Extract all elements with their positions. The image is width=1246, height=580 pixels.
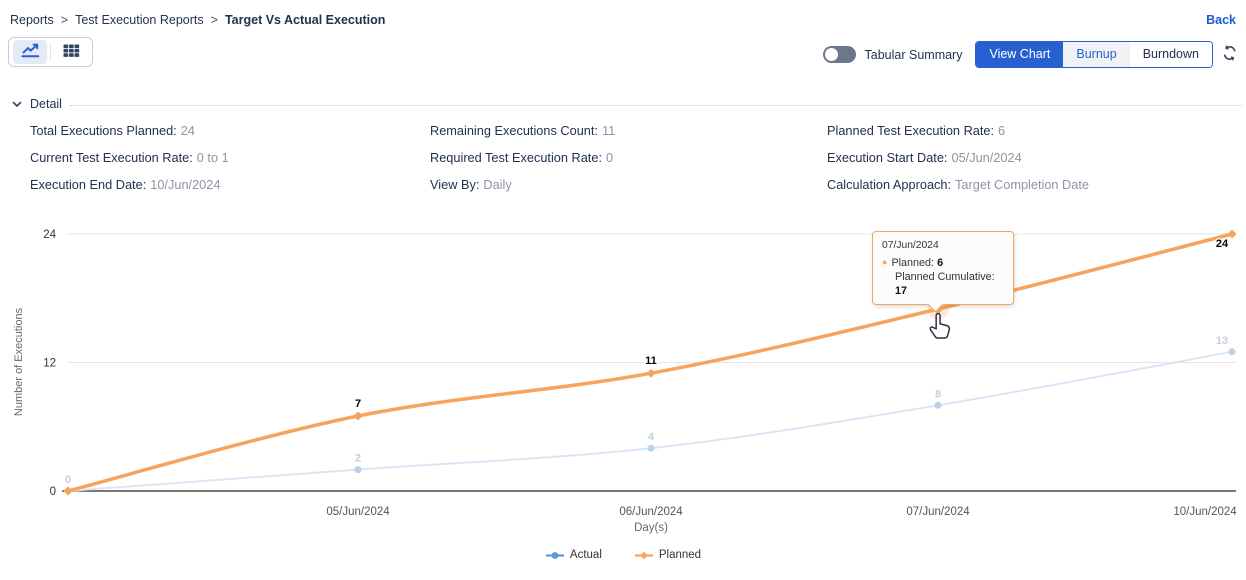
field-label: Remaining Executions Count: bbox=[430, 123, 598, 138]
field-label: Current Test Execution Rate: bbox=[30, 150, 193, 165]
x-tick-label: 05/Jun/2024 bbox=[326, 506, 390, 518]
field-value: 24 bbox=[180, 123, 195, 138]
field-label: Execution End Date: bbox=[30, 177, 147, 192]
y-tick-label: 12 bbox=[43, 358, 56, 370]
tabular-summary-toggle[interactable] bbox=[822, 46, 856, 63]
series-bullet-icon: ● bbox=[882, 257, 888, 267]
detail-field: Total Executions Planned: 24 bbox=[30, 124, 430, 138]
top-bar: Reports > Test Execution Reports > Targe… bbox=[10, 13, 1236, 27]
toggle-knob bbox=[824, 48, 838, 61]
detail-fields-grid: Total Executions Planned: 24 Remaining Exe… bbox=[30, 124, 1236, 192]
toolbar-right: Tabular Summary View Chart Burnup Burndo… bbox=[822, 41, 1238, 68]
hand-pointer-cursor-icon bbox=[928, 311, 954, 345]
field-label: Required Test Execution Rate: bbox=[430, 150, 602, 165]
chart-container: 0 12 24 Number of Executions 05/Jun/2024 06/J… bbox=[0, 215, 1246, 580]
tooltip-date: 07/Jun/2024 bbox=[882, 240, 939, 251]
breadcrumb-separator: > bbox=[210, 13, 218, 27]
data-point-label: 0 bbox=[65, 474, 71, 486]
detail-field: Required Test Execution Rate: 0 bbox=[430, 151, 827, 165]
burndown-button[interactable]: Burndown bbox=[1129, 42, 1212, 67]
field-label: Calculation Approach: bbox=[827, 177, 952, 192]
chart-tooltip: 07/Jun/2024 ● Planned: 6 Planned Cumulati… bbox=[872, 231, 1014, 305]
data-point-label: 2 bbox=[355, 453, 361, 465]
detail-section-header[interactable]: Detail bbox=[12, 97, 1242, 111]
data-point-marker[interactable] bbox=[647, 444, 655, 452]
detail-title: Detail bbox=[30, 97, 62, 111]
field-value: 10/Jun/2024 bbox=[150, 177, 221, 192]
data-point-label: 8 bbox=[935, 388, 941, 400]
refresh-button[interactable] bbox=[1222, 45, 1238, 64]
view-mode-toggle-group bbox=[8, 37, 93, 67]
data-point-label: 4 bbox=[648, 431, 655, 443]
field-value: Daily bbox=[483, 177, 512, 192]
divider bbox=[50, 43, 51, 61]
detail-field: Remaining Executions Count: 11 bbox=[430, 124, 827, 138]
x-tick-label: 07/Jun/2024 bbox=[906, 506, 970, 518]
chart-type-segmented-control: View Chart Burnup Burndown bbox=[975, 41, 1213, 68]
chart-view-button[interactable] bbox=[13, 40, 47, 64]
data-point-marker[interactable] bbox=[353, 411, 363, 421]
data-point-label: 13 bbox=[1216, 335, 1228, 347]
detail-field: Calculation Approach: Target Completion D… bbox=[827, 178, 1236, 192]
y-tick-label: 0 bbox=[50, 486, 56, 498]
data-point-marker[interactable] bbox=[63, 486, 73, 496]
data-point-label: 7 bbox=[355, 398, 361, 410]
field-label: Planned Test Execution Rate: bbox=[827, 123, 995, 138]
breadcrumb: Reports > Test Execution Reports > Targe… bbox=[10, 13, 385, 27]
data-point-label: 24 bbox=[1216, 238, 1229, 250]
x-tick-label: 10/Jun/2024 bbox=[1173, 506, 1237, 518]
legend-item-planned[interactable]: Planned bbox=[634, 549, 701, 561]
y-axis-title: Number of Executions bbox=[13, 307, 25, 416]
dotted-divider bbox=[69, 104, 1242, 106]
breadcrumb-test-execution-reports[interactable]: Test Execution Reports bbox=[75, 13, 204, 27]
view-chart-button[interactable]: View Chart bbox=[976, 42, 1064, 67]
field-label: Execution Start Date: bbox=[827, 150, 948, 165]
breadcrumb-current-page: Target Vs Actual Execution bbox=[224, 13, 386, 27]
data-point-marker[interactable] bbox=[354, 466, 362, 474]
field-label: Total Executions Planned: bbox=[30, 123, 177, 138]
field-value: 11 bbox=[601, 123, 616, 138]
tooltip-cumulative-line: Planned Cumulative: 17 bbox=[895, 271, 995, 297]
detail-field: View By: Daily bbox=[430, 178, 827, 192]
chevron-down-icon bbox=[12, 97, 22, 111]
x-tick-label: 06/Jun/2024 bbox=[619, 506, 683, 518]
back-link[interactable]: Back bbox=[1206, 13, 1236, 27]
legend-item-actual[interactable]: Actual bbox=[545, 549, 602, 561]
y-tick-label: 24 bbox=[43, 229, 56, 241]
tooltip-planned-line: ● Planned: 6 bbox=[882, 257, 944, 269]
line-chart-icon bbox=[21, 43, 40, 61]
table-view-button[interactable] bbox=[54, 40, 88, 64]
field-value: 0 bbox=[606, 150, 614, 165]
detail-field: Current Test Execution Rate: 0 to 1 bbox=[30, 151, 430, 165]
data-point-label: 11 bbox=[645, 355, 657, 367]
breadcrumb-reports[interactable]: Reports bbox=[10, 13, 54, 27]
legend-label: Planned bbox=[658, 549, 702, 561]
data-point-marker[interactable] bbox=[1227, 229, 1237, 239]
tabular-summary-label: Tabular Summary bbox=[864, 47, 963, 62]
legend-marker-icon bbox=[634, 551, 653, 559]
table-grid-icon bbox=[63, 44, 80, 61]
data-point-marker[interactable] bbox=[646, 368, 656, 378]
data-point-marker[interactable] bbox=[934, 401, 942, 409]
field-value: 6 bbox=[998, 123, 1006, 138]
chart-legend: Actual Planned bbox=[0, 549, 1246, 561]
breadcrumb-separator: > bbox=[60, 13, 69, 27]
field-value: Target Completion Date bbox=[955, 177, 1089, 192]
field-value: 05/Jun/2024 bbox=[951, 150, 1022, 165]
field-value: 0 to 1 bbox=[196, 150, 229, 165]
detail-field: Execution End Date: 10/Jun/2024 bbox=[30, 178, 430, 192]
legend-marker-icon bbox=[545, 551, 564, 559]
burnup-button[interactable]: Burnup bbox=[1063, 42, 1130, 67]
detail-field: Execution Start Date: 05/Jun/2024 bbox=[827, 151, 1236, 165]
legend-label: Actual bbox=[569, 549, 602, 561]
data-point-marker[interactable] bbox=[1228, 348, 1236, 356]
x-axis-title: Day(s) bbox=[634, 522, 668, 534]
detail-field: Planned Test Execution Rate: 6 bbox=[827, 124, 1236, 138]
refresh-icon bbox=[1222, 45, 1238, 64]
field-label: View By: bbox=[430, 177, 480, 192]
